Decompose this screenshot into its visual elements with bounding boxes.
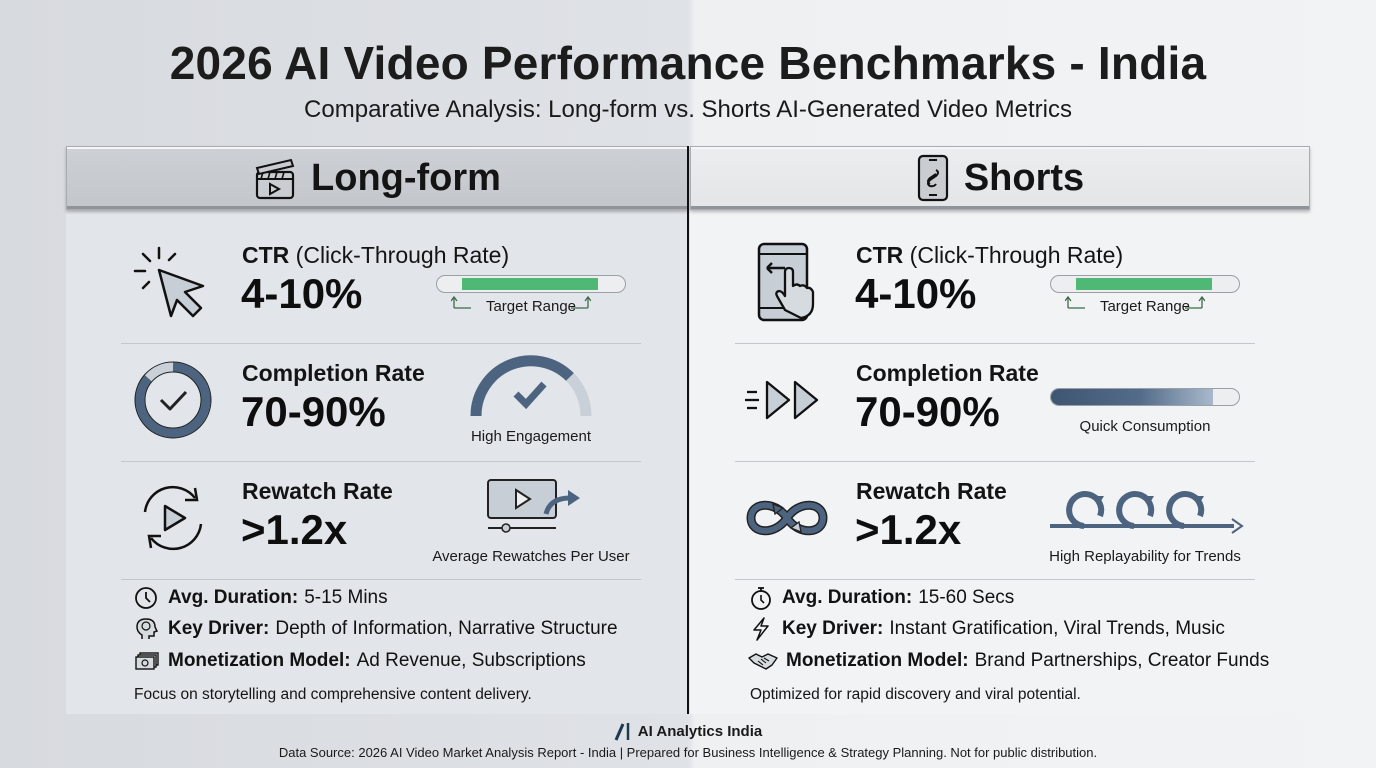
infinity-loop-icon xyxy=(746,500,828,536)
longform-rewatch-metric: Rewatch Rate >1.2x Average Rewatches Per… xyxy=(121,462,641,580)
target-range-bar: Target Range xyxy=(1040,236,1250,336)
phone-shorts-icon xyxy=(917,154,948,202)
clapperboard-icon xyxy=(255,158,295,200)
metric-name: Rewatch Rate xyxy=(242,478,393,504)
metric-value: >1.2x xyxy=(241,506,348,553)
longform-tagline: Focus on storytelling and comprehensive … xyxy=(134,686,532,703)
shorts-ctr-metric: CTR (Click-Through Rate) 4-10% Target Ra… xyxy=(735,226,1255,344)
engagement-gauge: High Engagement xyxy=(426,354,636,454)
longform-header: Long-form xyxy=(66,146,688,210)
metric-name: CTR (Click-Through Rate) xyxy=(242,242,510,268)
metric-caption: Average Rewatches Per User xyxy=(432,548,630,565)
shorts-header: Shorts xyxy=(690,146,1310,210)
detail-duration: Avg. Duration: 5-15 Mins xyxy=(134,582,674,614)
handshake-icon xyxy=(748,653,778,670)
shorts-tagline: Optimized for rapid discovery and viral … xyxy=(750,686,1081,703)
metric-name: Rewatch Rate xyxy=(856,478,1007,504)
phone-swipe-icon xyxy=(757,242,815,322)
metric-name: Completion Rate xyxy=(242,360,425,386)
metric-value: 4-10% xyxy=(241,270,363,317)
shorts-details: Avg. Duration: 15-60 Secs Key Driver: Inst… xyxy=(748,582,1288,677)
range-bracket-icon xyxy=(451,295,591,309)
circle-check-progress-icon xyxy=(134,361,212,439)
panel-divider xyxy=(687,146,689,714)
shorts-panel: Shorts CTR (Click-Through Rate) 4-10% Ta… xyxy=(690,146,1310,714)
range-bracket-icon xyxy=(1065,295,1205,309)
longform-details: Avg. Duration: 5-15 Mins Key Driver: Depth… xyxy=(134,582,674,677)
rewatch-video-visual: Average Rewatches Per User xyxy=(426,472,636,572)
metric-value: 70-90% xyxy=(241,388,386,435)
metric-name: CTR (Click-Through Rate) xyxy=(856,242,1124,268)
cursor-click-icon xyxy=(133,246,205,318)
metric-value: 70-90% xyxy=(855,388,1000,435)
brand-logo-icon xyxy=(614,723,629,741)
metric-value: >1.2x xyxy=(855,506,962,553)
metric-caption: High Engagement xyxy=(470,428,592,445)
metric-value: 4-10% xyxy=(855,270,977,317)
replay-loops-visual: High Replayability for Trends xyxy=(1040,472,1250,572)
metric-caption: High Replayability for Trends xyxy=(1049,548,1241,565)
fast-forward-icon xyxy=(745,380,819,420)
shorts-rewatch-metric: Rewatch Rate >1.2x High Replayability fo… xyxy=(735,462,1255,580)
replay-play-icon xyxy=(143,485,203,551)
metric-caption: Quick Consumption xyxy=(1079,418,1211,435)
video-player-forward-icon xyxy=(487,479,580,533)
lightning-icon xyxy=(753,617,769,641)
detail-monetization: Monetization Model: Ad Revenue, Subscript… xyxy=(134,645,674,677)
detail-monetization: Monetization Model: Brand Partnerships, C… xyxy=(748,645,1288,677)
clock-icon xyxy=(135,586,157,609)
metric-name: Completion Rate xyxy=(856,360,1039,386)
detail-duration: Avg. Duration: 15-60 Secs xyxy=(748,582,1288,614)
brand-name: AI Analytics India xyxy=(637,722,763,740)
longform-completion-metric: Completion Rate 70-90% High Engagement xyxy=(121,344,641,462)
brand-footer: AI Analytics India xyxy=(0,721,1376,741)
shorts-title: Shorts xyxy=(963,156,1085,199)
metric-caption: Target Range xyxy=(485,298,577,315)
stopwatch-icon xyxy=(751,586,771,610)
data-source-note: Data Source: 2026 AI Video Market Analys… xyxy=(278,745,1098,760)
gauge-icon xyxy=(470,355,592,417)
longform-panel: Long-form CTR (Click-Through Rate) 4-10% xyxy=(66,146,688,714)
page-subtitle: Comparative Analysis: Long-form vs. Shor… xyxy=(304,96,1072,123)
target-range-bar: Target Range xyxy=(426,236,636,336)
head-brain-icon xyxy=(136,618,159,640)
detail-key-driver: Key Driver: Instant Gratification, Viral … xyxy=(748,614,1288,646)
consumption-progress-bar: Quick Consumption xyxy=(1040,354,1250,454)
detail-key-driver: Key Driver: Depth of Information, Narrati… xyxy=(134,614,674,646)
loops-arrow-icon xyxy=(1050,491,1244,534)
cash-stack-icon xyxy=(135,652,159,670)
longform-title: Long-form xyxy=(311,156,501,199)
metric-caption: Target Range xyxy=(1099,298,1191,315)
page-title: 2026 AI Video Performance Benchmarks - I… xyxy=(169,37,1207,89)
longform-ctr-metric: CTR (Click-Through Rate) 4-10% Target Ra… xyxy=(121,226,641,344)
shorts-completion-metric: Completion Rate 70-90% Quick Consumption xyxy=(735,344,1255,462)
